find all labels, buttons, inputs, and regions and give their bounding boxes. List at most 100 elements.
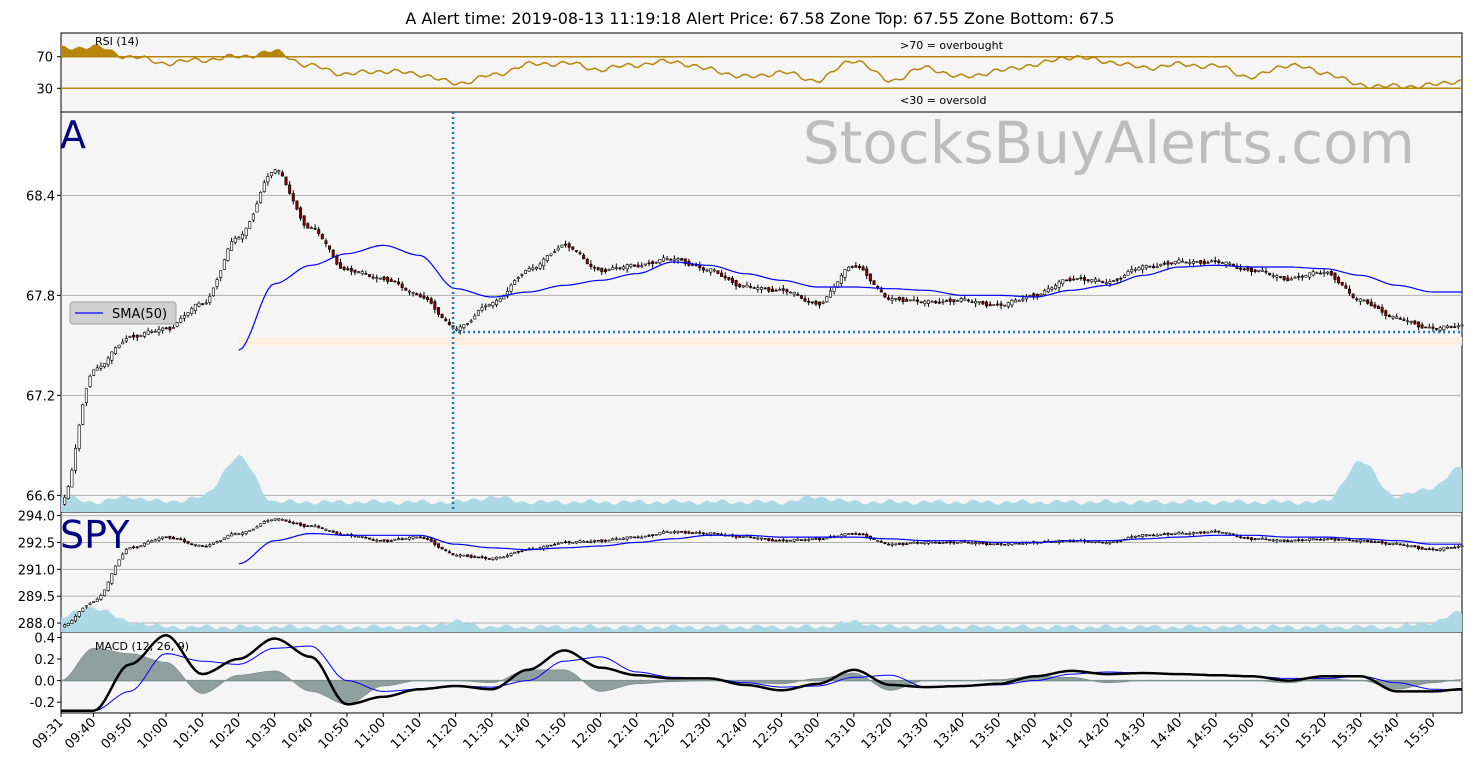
- spy-candle-body: [1352, 540, 1354, 541]
- price-candle-body: [219, 271, 221, 278]
- x-tick-label: 13:40: [931, 715, 968, 752]
- price-candle-body: [633, 265, 635, 266]
- price-candle-body: [764, 288, 766, 289]
- spy-candle-body: [1374, 542, 1376, 543]
- spy-candle-body: [648, 535, 650, 536]
- price-candle-body: [898, 297, 900, 299]
- spy-candle-body: [866, 534, 868, 537]
- price-candle-body: [1247, 268, 1249, 270]
- x-tick-label: 14:10: [1040, 715, 1077, 752]
- price-candle-body: [742, 286, 744, 287]
- spy-candle-body: [597, 540, 599, 541]
- price-candle-body: [532, 268, 534, 270]
- spy-candle-body: [245, 531, 247, 533]
- price-candle-body: [749, 286, 751, 287]
- price-ytick-label: 67.8: [26, 289, 55, 304]
- x-tick-label: 13:10: [823, 715, 860, 752]
- x-tick-label: 14:20: [1076, 715, 1113, 752]
- spy-candle-body: [550, 545, 552, 546]
- spy-candle-body: [1348, 539, 1350, 540]
- spy-candle-body: [441, 547, 443, 549]
- price-candle-body: [1196, 262, 1198, 263]
- price-candle-body: [1330, 271, 1332, 275]
- price-candle-body: [709, 269, 711, 272]
- price-candle-body: [985, 302, 987, 306]
- price-candle-body: [415, 294, 417, 295]
- spy-candle-body: [1185, 533, 1187, 534]
- spy-candle-body: [590, 541, 592, 542]
- price-candle-body: [989, 304, 991, 306]
- price-candle-body: [1377, 306, 1379, 309]
- price-candle-body: [920, 302, 922, 303]
- price-candle-body: [1214, 261, 1216, 262]
- price-candle-body: [913, 300, 915, 301]
- price-candle-body: [350, 268, 352, 271]
- spy-candle-body: [891, 544, 893, 545]
- spy-candle-body: [920, 543, 922, 544]
- spy-candle-body: [169, 536, 171, 538]
- spy-candle-body: [615, 539, 617, 540]
- spy-candle-body: [938, 543, 940, 544]
- price-candle-body: [1250, 268, 1252, 272]
- spy-candle-body: [205, 546, 207, 547]
- spy-candle-body: [299, 523, 301, 525]
- price-candle-body: [1181, 261, 1183, 262]
- price-candle-body: [172, 327, 174, 328]
- spy-candle-body: [1098, 542, 1100, 543]
- price-candle-body: [862, 267, 864, 270]
- spy-candle-body: [1403, 545, 1405, 546]
- spy-candle-body: [477, 557, 479, 558]
- x-tick-label: 14:00: [1004, 715, 1041, 752]
- spy-candle-body: [183, 540, 185, 542]
- x-tick-label: 11:00: [352, 715, 389, 752]
- spy-symbol-label: SPY: [60, 513, 130, 557]
- price-candle-body: [1399, 318, 1401, 319]
- spy-candle-body: [670, 532, 672, 533]
- spy-candle-body: [1417, 546, 1419, 549]
- price-candle-body: [978, 302, 980, 303]
- price-candle-body: [949, 299, 951, 302]
- price-candle-body: [1294, 277, 1296, 278]
- price-candle-body: [582, 255, 584, 259]
- spy-candle-body: [1388, 544, 1390, 545]
- price-candle-body: [270, 172, 272, 175]
- spy-candle-body: [778, 540, 780, 541]
- price-candle-body: [1450, 326, 1452, 327]
- spy-candle-body: [807, 539, 809, 540]
- price-candle-body: [1178, 260, 1180, 263]
- price-candle-body: [553, 252, 555, 253]
- price-candle-body: [1123, 275, 1125, 277]
- spy-candle-body: [1392, 543, 1394, 544]
- price-candle-body: [953, 300, 955, 302]
- price-candle-body: [1425, 327, 1427, 328]
- spy-candle-body: [1018, 543, 1020, 544]
- price-candle-body: [717, 271, 719, 274]
- spy-candle-body: [1014, 543, 1016, 544]
- price-candle-body: [855, 266, 857, 268]
- price-candle-body: [1323, 272, 1325, 273]
- spy-candle-body: [953, 542, 955, 543]
- spy-candle-body: [557, 543, 559, 544]
- price-candle-body: [1254, 270, 1256, 272]
- price-candle-body: [332, 250, 334, 257]
- price-candle-body: [735, 280, 737, 285]
- price-candle-body: [111, 352, 113, 360]
- price-candle-body: [1131, 270, 1133, 272]
- spy-candle-body: [1330, 538, 1332, 539]
- spy-candle-body: [455, 555, 457, 556]
- price-candle-body: [942, 301, 944, 302]
- price-candle-body: [445, 319, 447, 321]
- price-candle-body: [368, 275, 370, 277]
- price-candle-body: [876, 286, 878, 288]
- price-candle-body: [477, 311, 479, 316]
- spy-candle-body: [1432, 549, 1434, 550]
- price-candle-body: [1011, 300, 1013, 305]
- price-candle-body: [891, 299, 893, 301]
- spy-candle-body: [1207, 532, 1209, 533]
- spy-ytick-label: 292.5: [18, 536, 55, 551]
- price-candle-body: [165, 328, 167, 329]
- spy-candle-body: [713, 533, 715, 534]
- spy-candle-body: [365, 537, 367, 538]
- price-candle-body: [608, 269, 610, 270]
